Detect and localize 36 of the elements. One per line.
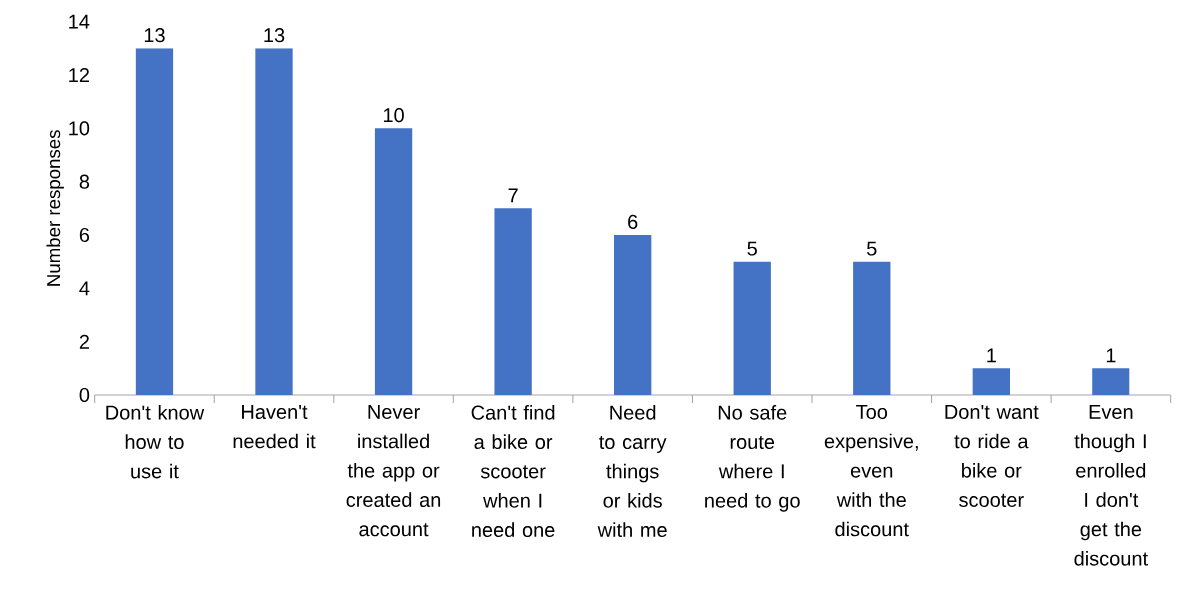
y-tick-label: 2 xyxy=(79,334,89,349)
x-tick-label: Don't want to ride a bike or scooter xyxy=(945,405,1039,507)
x-tick-label: Can't find a bike or scooter when I need one xyxy=(471,405,555,538)
y-tick-label: 0 xyxy=(79,387,90,403)
data-label: 5 xyxy=(747,241,757,256)
bar xyxy=(853,261,891,395)
y-tick-label: 12 xyxy=(69,68,89,82)
data-label: 13 xyxy=(264,28,285,43)
x-tick-label: Never installed the app or created an account xyxy=(346,405,441,537)
bar xyxy=(135,48,174,395)
bar xyxy=(374,128,413,395)
x-tick-label: No safe route where I need to go xyxy=(705,405,800,512)
bar xyxy=(255,48,293,395)
x-tick-label: Even though I enrolled I don't get the discount xyxy=(1074,405,1148,566)
data-label: 6 xyxy=(628,214,638,229)
bar xyxy=(1092,368,1130,395)
y-tick-label: 14 xyxy=(69,14,90,29)
x-tick-label: Need to carry things or kids with me xyxy=(597,405,667,538)
data-label: 7 xyxy=(508,188,518,203)
data-label: 13 xyxy=(144,28,165,43)
y-tick-label: 4 xyxy=(79,281,90,296)
data-label: 1 xyxy=(1106,348,1116,363)
y-tick-label: 10 xyxy=(69,121,90,136)
x-tick-label: Too expensive, even with the discount xyxy=(824,405,918,537)
x-tick-label: Haven't needed it xyxy=(233,405,316,449)
bar xyxy=(494,208,532,395)
data-label: 1 xyxy=(987,348,996,363)
data-label: 5 xyxy=(867,241,877,256)
data-label: 10 xyxy=(383,108,404,123)
bar xyxy=(972,368,1010,395)
y-tick-label: 6 xyxy=(79,227,90,243)
y-axis-title: Number responses xyxy=(46,130,64,286)
x-tick-label: Don't know how to use it xyxy=(106,405,205,479)
y-tick-label: 8 xyxy=(79,174,90,189)
bar xyxy=(733,261,771,395)
bar xyxy=(614,234,652,395)
